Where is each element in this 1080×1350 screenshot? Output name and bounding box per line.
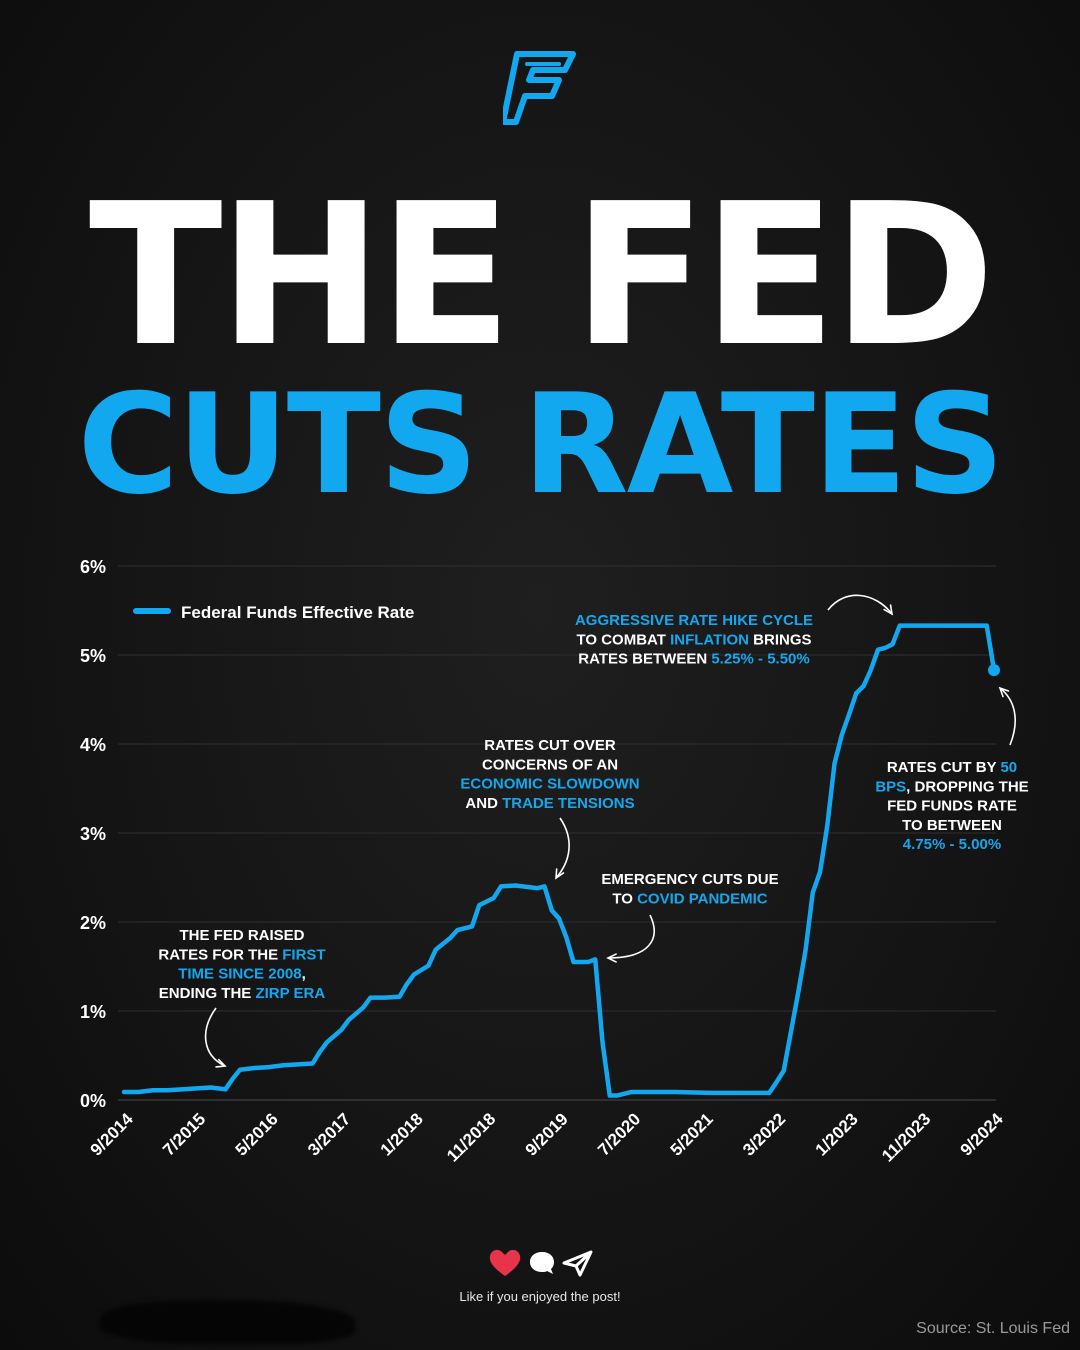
annotation-trade-line: AND TRADE TENSIONS (465, 795, 634, 812)
arrow-head (998, 686, 1010, 698)
annotation-trade-line: CONCERNS OF AN (482, 756, 618, 773)
x-tick-label: 11/2023 (878, 1109, 934, 1165)
y-tick-label: 3% (80, 824, 106, 844)
x-tick-label: 9/2014 (87, 1109, 138, 1160)
annotation-arrow (607, 914, 655, 959)
x-tick-label: 1/2018 (377, 1109, 427, 1159)
series-line (121, 623, 997, 1098)
x-tick-label: 9/2024 (957, 1109, 1008, 1160)
x-tick-label: 5/2021 (667, 1109, 717, 1159)
annotation-zirp-line: ENDING THE ZIRP ERA (159, 985, 326, 1002)
annotation-hike-line: RATES BETWEEN 5.25% - 5.50% (578, 651, 809, 668)
annotation-covid-line: TO COVID PANDEMIC (612, 890, 767, 907)
brand-logo (503, 51, 576, 125)
arrow-head (606, 953, 617, 963)
y-tick-label: 2% (80, 913, 106, 933)
y-tick-label: 5% (80, 646, 106, 666)
arrow-head (555, 868, 565, 880)
x-tick-label: 7/2020 (594, 1109, 644, 1159)
annotation-zirp-line: RATES FOR THE FIRST (158, 946, 325, 963)
annotation-cut-line: RATES CUT BY 50 (887, 759, 1017, 776)
annotation-arrow (999, 687, 1016, 746)
title-line-2: CUTS RATES (77, 364, 1004, 525)
annotation-cut-line: BPS, DROPPING THE (875, 778, 1028, 795)
x-tick-label: 5/2016 (232, 1109, 282, 1159)
y-tick-label: 0% (80, 1091, 106, 1111)
x-tick-label: 3/2017 (304, 1109, 354, 1159)
latest-point-marker (988, 664, 1000, 677)
annotation-cut-line: 4.75% - 5.00% (903, 836, 1001, 853)
annotation-zirp-line: TIME SINCE 2008, (178, 966, 306, 983)
annotation-arrow (827, 594, 893, 615)
annotation-arrow (555, 817, 570, 879)
annotation-hike-line: TO COMBAT INFLATION BRINGS (577, 631, 812, 648)
x-tick-label: 3/2022 (739, 1109, 789, 1159)
y-tick-label: 4% (80, 735, 106, 755)
legend-label: Federal Funds Effective Rate (181, 603, 414, 622)
annotation-cut-line: FED FUNDS RATE (887, 798, 1017, 815)
arrow-head (215, 1058, 227, 1068)
annotation-hike-line: AGGRESSIVE RATE HIKE CYCLE (575, 612, 813, 629)
redaction-smudge (100, 1300, 355, 1344)
annotation-covid-line: EMERGENCY CUTS DUE (601, 871, 778, 888)
y-tick-label: 1% (80, 1002, 106, 1022)
x-tick-label: 9/2019 (522, 1109, 572, 1159)
x-tick-label: 1/2023 (812, 1109, 862, 1159)
footer-icons (489, 1249, 593, 1277)
annotation-cut-line: TO BETWEEN (902, 817, 1002, 834)
footer-cta: Like if you enjoyed the post! (459, 1289, 621, 1304)
title-line-1: THE FED (88, 162, 995, 390)
annotation-arrow (204, 1007, 226, 1067)
annotation-zirp-line: THE FED RAISED (179, 927, 304, 944)
annotation-trade-line: ECONOMIC SLOWDOWN (460, 776, 639, 793)
x-tick-label: 7/2015 (159, 1109, 209, 1159)
heart-icon[interactable] (489, 1249, 521, 1276)
y-tick-label: 6% (80, 557, 106, 577)
arrow-head (883, 604, 894, 616)
rate-chart: 0% 1% 2% 3% 4% 5% 6% 9/2014 7/2015 5/2016 3/2017 1/… (80, 557, 1029, 1166)
comment-icon[interactable] (530, 1252, 554, 1274)
annotation-trade-line: RATES CUT OVER (484, 737, 616, 754)
source-credit: Source: St. Louis Fed (916, 1320, 1070, 1337)
share-icon[interactable] (562, 1250, 593, 1277)
x-tick-label: 11/2018 (443, 1109, 499, 1165)
